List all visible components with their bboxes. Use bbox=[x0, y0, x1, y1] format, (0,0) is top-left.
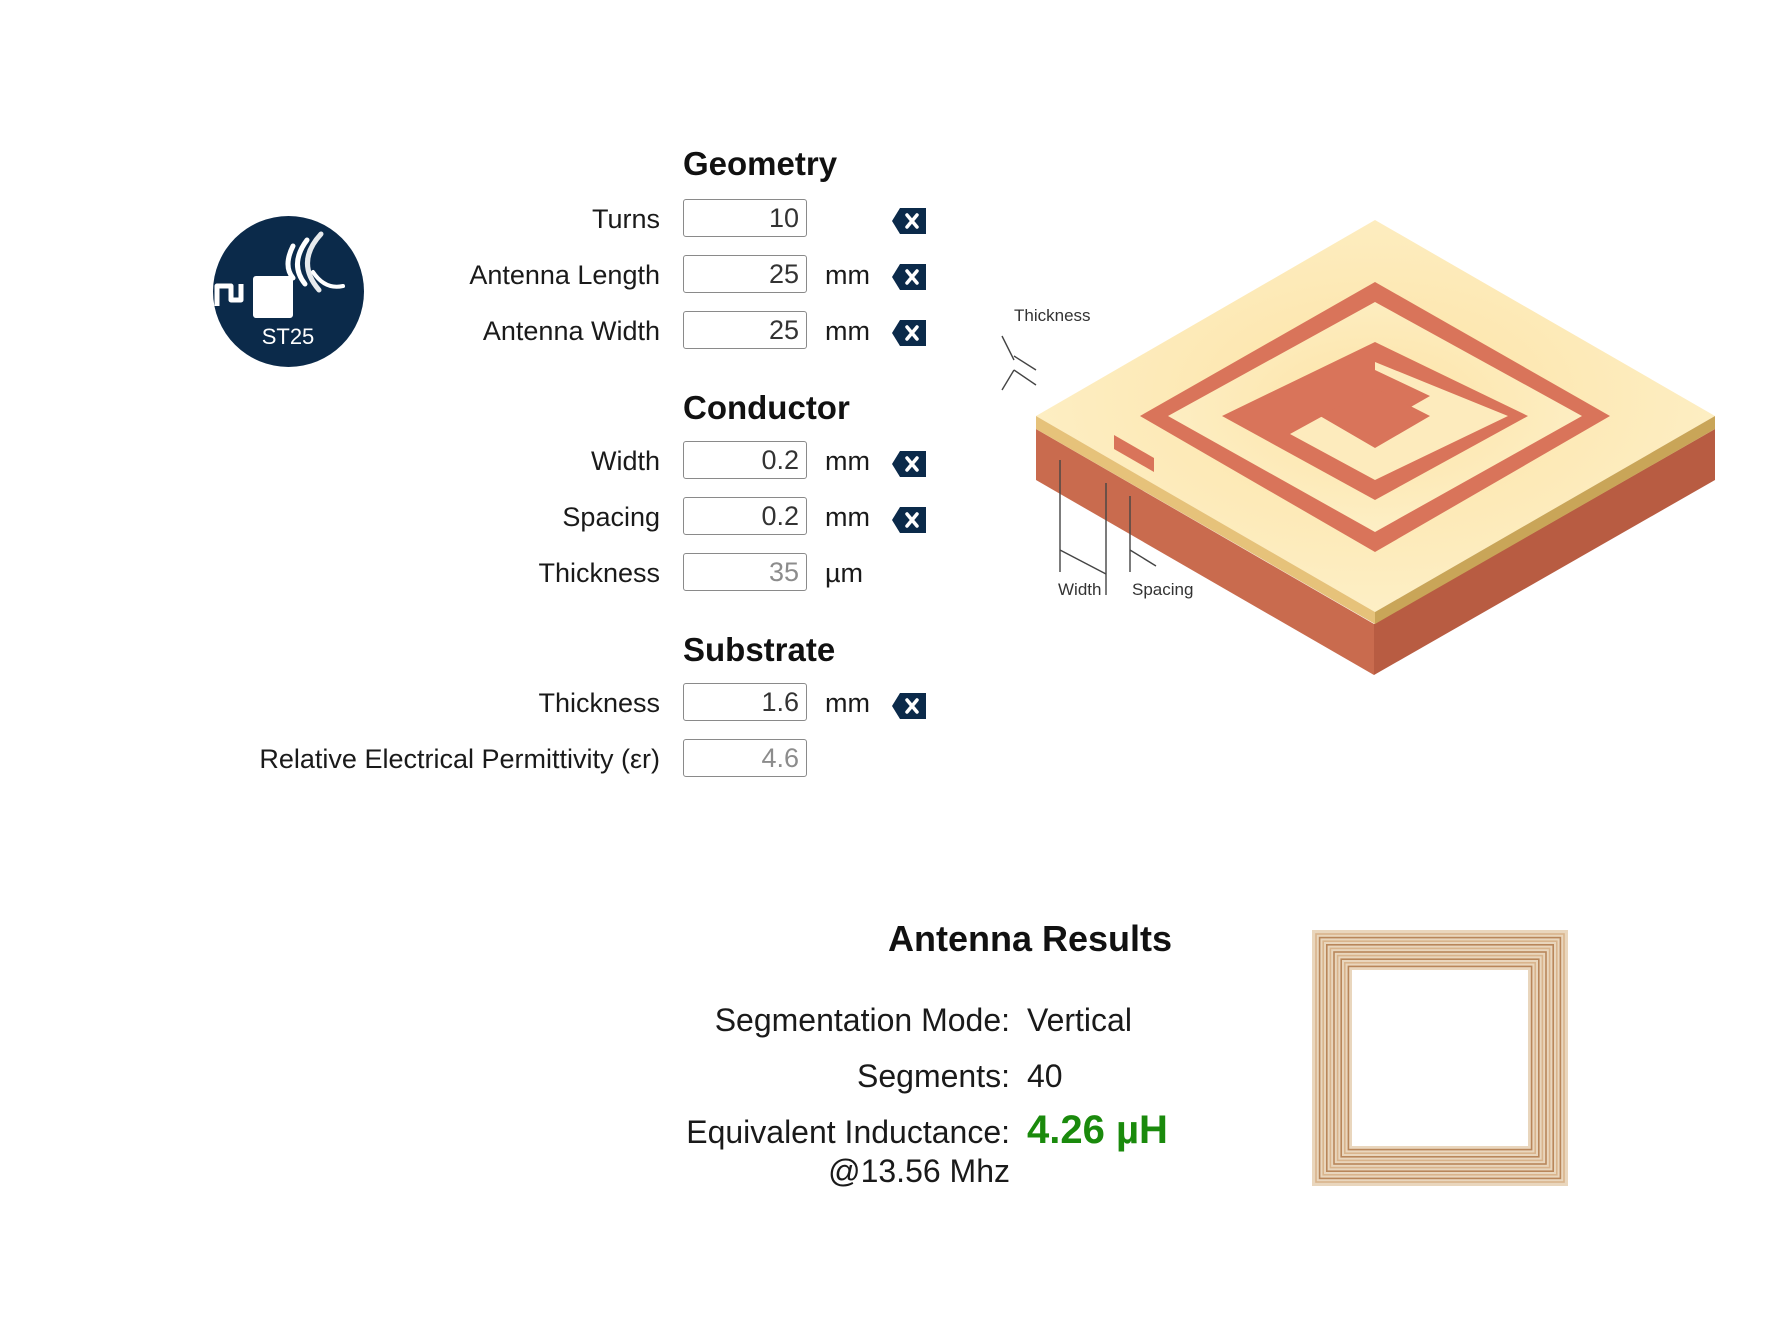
substrate-thickness-label: Thickness bbox=[538, 688, 660, 718]
segmentation-mode-value: Vertical bbox=[1027, 1002, 1132, 1038]
inductance-label: Equivalent Inductance: bbox=[686, 1114, 1010, 1150]
antenna-length-input[interactable] bbox=[683, 255, 807, 293]
coil-turn bbox=[1347, 965, 1533, 1151]
conductor-width-input[interactable] bbox=[683, 441, 807, 479]
antenna-3d-diagram: Thickness Width Spacing bbox=[1001, 220, 1715, 675]
substrate-right-side bbox=[1374, 429, 1715, 675]
inductance-value: 4.26 µH bbox=[1027, 1108, 1168, 1152]
conductor-thickness-label: Thickness bbox=[538, 558, 660, 588]
antenna-length-unit: mm bbox=[825, 260, 870, 290]
conductor-thickness-unit: µm bbox=[825, 558, 864, 588]
antenna-coil-preview bbox=[1312, 930, 1568, 1186]
antenna-width-input[interactable] bbox=[683, 311, 807, 349]
logo-text: ST25 bbox=[262, 324, 315, 349]
segmentation-mode-label: Segmentation Mode: bbox=[714, 1002, 1010, 1038]
substrate-thickness-unit: mm bbox=[825, 688, 870, 718]
segments-value: 40 bbox=[1027, 1058, 1063, 1094]
antenna-width-label: Antenna Width bbox=[482, 316, 660, 346]
segments-label: Segments: bbox=[857, 1058, 1010, 1094]
spacing-dim-label: Spacing bbox=[1132, 580, 1193, 599]
clear-icon[interactable] bbox=[892, 451, 926, 477]
conductor-thickness-input bbox=[683, 553, 807, 591]
width-dim-label: Width bbox=[1058, 580, 1101, 599]
coil-turn bbox=[1329, 947, 1551, 1169]
clear-icon[interactable] bbox=[892, 264, 926, 290]
conductor-spacing-label: Spacing bbox=[562, 502, 660, 532]
conductor-spacing-input[interactable] bbox=[683, 497, 807, 535]
coil-turn bbox=[1322, 940, 1558, 1176]
conductor-width-unit: mm bbox=[825, 446, 870, 476]
coil-turn bbox=[1318, 936, 1562, 1180]
clear-icon[interactable] bbox=[892, 693, 926, 719]
conductor-width-label: Width bbox=[590, 446, 660, 476]
st25-logo: ST25 bbox=[213, 216, 364, 367]
conductor-title: Conductor bbox=[683, 389, 850, 426]
clear-icon[interactable] bbox=[892, 507, 926, 533]
coil-turn bbox=[1336, 954, 1544, 1162]
thickness-dim-label: Thickness bbox=[1014, 306, 1091, 325]
coil-turn bbox=[1340, 958, 1540, 1158]
substrate-thickness-input[interactable] bbox=[683, 683, 807, 721]
geometry-title: Geometry bbox=[683, 145, 838, 182]
antenna-width-unit: mm bbox=[825, 316, 870, 346]
turns-input[interactable] bbox=[683, 199, 807, 237]
conductor-spacing-unit: mm bbox=[825, 502, 870, 532]
inductance-frequency-label: @13.56 Mhz bbox=[828, 1153, 1010, 1189]
results-title: Antenna Results bbox=[888, 918, 1173, 959]
coil-turn bbox=[1315, 933, 1565, 1183]
coil-turn bbox=[1343, 961, 1536, 1154]
substrate-title: Substrate bbox=[683, 631, 836, 668]
coil-turn bbox=[1326, 944, 1554, 1172]
clear-icon[interactable] bbox=[892, 320, 926, 346]
turns-label: Turns bbox=[591, 204, 660, 234]
coil-turn bbox=[1333, 951, 1547, 1165]
antenna-length-label: Antenna Length bbox=[469, 260, 660, 290]
clear-icon[interactable] bbox=[892, 208, 926, 234]
permittivity-input bbox=[683, 739, 807, 777]
substrate-left-side bbox=[1036, 429, 1374, 675]
permittivity-label: Relative Electrical Permittivity (εr) bbox=[259, 744, 660, 774]
